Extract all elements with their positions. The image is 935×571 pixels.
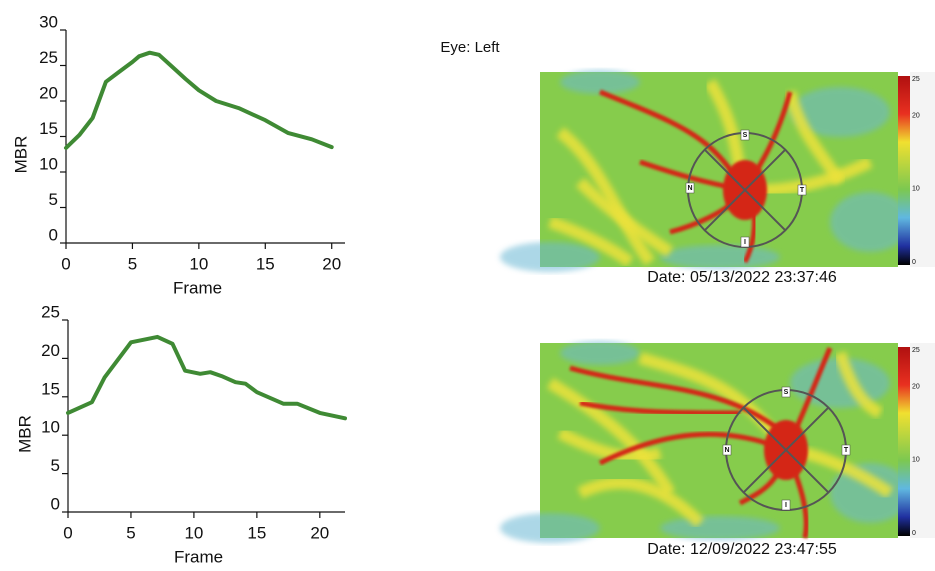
x-axis-title: Frame — [174, 547, 223, 566]
x-tick-label: 15 — [247, 523, 266, 542]
y-tick-label: 25 — [41, 302, 60, 321]
roi-marker-box — [685, 182, 695, 194]
y-axis-title: MBR — [15, 415, 34, 453]
roi-marker: N — [724, 447, 729, 454]
x-tick-label: 0 — [61, 254, 70, 273]
image-date: Date: 12/09/2022 23:47:55 — [647, 541, 837, 558]
y-tick-label: 15 — [41, 379, 60, 398]
heatmap-cool-area — [500, 242, 600, 272]
data-line — [64, 50, 334, 150]
roi-marker: S — [784, 389, 789, 396]
x-tick-label: 20 — [310, 523, 329, 542]
colorbar-tick-label: 10 — [912, 457, 920, 464]
x-tick-label: 15 — [256, 254, 275, 273]
x-axis-title: Frame — [173, 278, 222, 297]
y-tick-label: 20 — [39, 83, 58, 102]
colorbar-tick-label: 20 — [912, 383, 920, 390]
data-line — [66, 334, 347, 421]
roi-marker-box — [781, 499, 791, 511]
roi-marker: T — [844, 447, 849, 454]
colorbar-panel — [910, 72, 935, 267]
y-tick-label: 0 — [49, 225, 58, 244]
heatmap-image: S N T I 25 20 10 0 — [500, 70, 935, 272]
heatmap-vessel-halo — [577, 477, 705, 528]
y-tick-label: 5 — [49, 190, 58, 209]
y-tick-label: 25 — [39, 48, 58, 67]
colorbar-tick-label: 25 — [912, 76, 920, 83]
y-tick-label: 30 — [39, 12, 58, 31]
x-tick-label: 5 — [126, 523, 135, 542]
roi-marker: N — [687, 185, 692, 192]
heatmap-vessel-halo — [784, 90, 845, 186]
heatmap-cool-area — [560, 341, 640, 365]
heatmap-vessel — [598, 431, 787, 466]
heatmap-vessel-halo — [556, 127, 655, 266]
heatmap-cool-area — [500, 513, 600, 543]
y-tick-label: 15 — [39, 119, 58, 138]
roi-marker: S — [743, 132, 748, 139]
roi-marker-box — [740, 236, 750, 248]
roi-marker: I — [744, 239, 746, 246]
roi-marker: I — [785, 502, 787, 509]
heatmap-vessel-halo — [834, 351, 883, 419]
x-tick-label: 10 — [189, 254, 208, 273]
y-tick-label: 10 — [41, 418, 60, 437]
heatmap-vessel-halo — [546, 377, 676, 497]
heatmap-image: S N T I 25 20 10 0 — [500, 341, 935, 543]
y-tick-label: 10 — [39, 154, 58, 173]
colorbar-tick-label: 20 — [912, 112, 920, 119]
heatmap-cool-area — [560, 70, 640, 94]
colorbar-tick-label: 0 — [912, 530, 916, 537]
roi-cross — [703, 148, 787, 232]
roi-marker: T — [800, 187, 805, 194]
roi-cross — [742, 406, 830, 494]
heatmap-cool-area — [660, 516, 780, 540]
roi-marker-box — [781, 386, 791, 398]
x-tick-label: 20 — [322, 254, 341, 273]
x-tick-label: 0 — [63, 523, 72, 542]
x-tick-label: 10 — [184, 523, 203, 542]
roi-marker-box — [797, 184, 807, 196]
y-tick-label: 5 — [51, 456, 60, 475]
heatmap-cool-area — [830, 463, 910, 523]
y-axis-title: MBR — [11, 136, 30, 174]
colorbar-tick-label: 0 — [912, 259, 916, 266]
colorbar-tick-label: 10 — [912, 186, 920, 193]
heatmap-cool-area — [660, 245, 780, 269]
heatmap-vessel — [579, 400, 741, 416]
y-tick-label: 20 — [41, 341, 60, 360]
roi-marker-box — [740, 129, 750, 141]
heatmap-vessel-halo — [548, 216, 634, 267]
colorbar — [898, 347, 910, 536]
colorbar-panel — [910, 343, 935, 538]
heatmap-cool-area — [830, 192, 910, 252]
eye-label: Eye: Left — [440, 39, 500, 56]
y-tick-label: 0 — [51, 494, 60, 513]
colorbar — [898, 76, 910, 265]
colorbar-tick-label: 25 — [912, 347, 920, 354]
image-date: Date: 05/13/2022 23:37:46 — [647, 269, 837, 286]
roi-marker-box — [841, 444, 851, 456]
heatmap-cool-area — [790, 87, 890, 137]
x-tick-label: 5 — [128, 254, 137, 273]
heatmap-vessel-halo — [575, 177, 674, 257]
heatmap-vessel-halo — [638, 352, 791, 454]
roi-marker-box — [722, 444, 732, 456]
